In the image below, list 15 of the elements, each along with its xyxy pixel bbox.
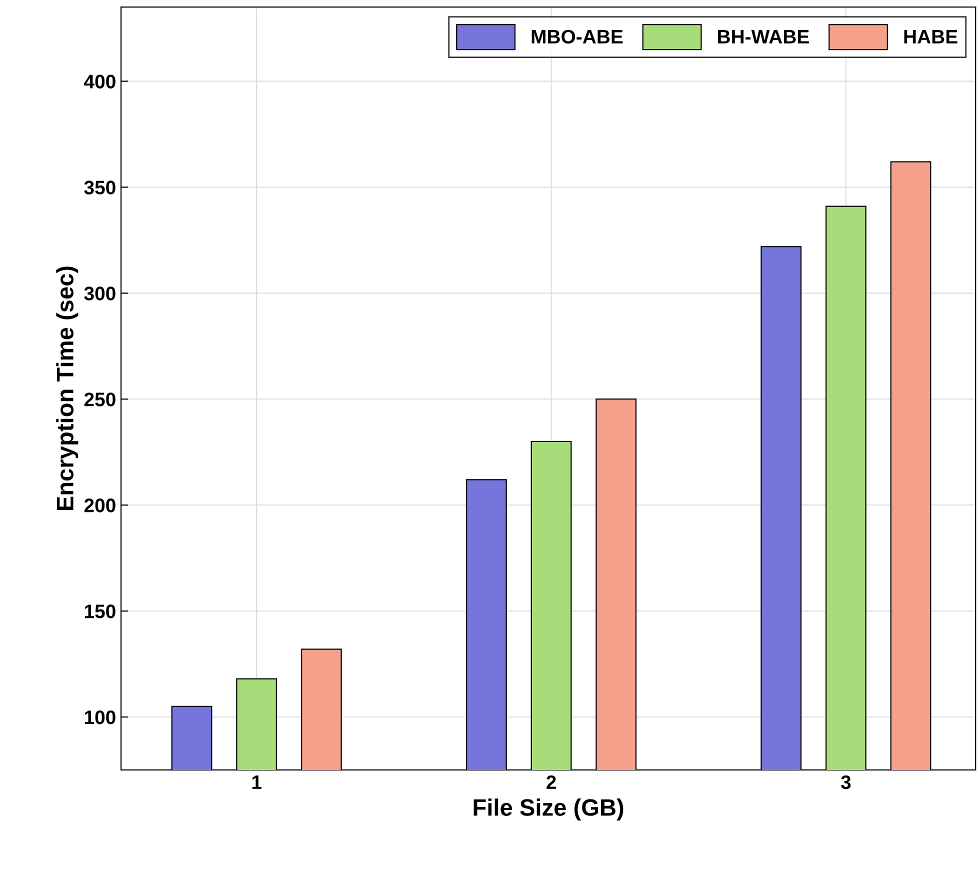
legend-label: HABE	[904, 30, 958, 44]
y-tick-label: 200	[84, 498, 116, 512]
x-tick-label: 1	[252, 776, 262, 789]
legend-label: MBO-ABE	[532, 30, 623, 44]
x-tick-label: 2	[546, 775, 556, 789]
x-axis-title: File Size (GB)	[474, 798, 624, 821]
y-tick-label: 400	[84, 74, 116, 88]
y-tick-label: 250	[84, 392, 116, 406]
y-tick-label: 350	[84, 180, 116, 194]
legend-label: BH-WABE	[718, 30, 809, 44]
x-tick-label: 3	[840, 775, 851, 790]
y-tick-label: 300	[84, 286, 116, 300]
y-tick-label: 100	[84, 710, 116, 724]
y-tick-label: 150	[84, 604, 116, 618]
y-axis-title: Encryption Time (sec)	[56, 266, 78, 510]
